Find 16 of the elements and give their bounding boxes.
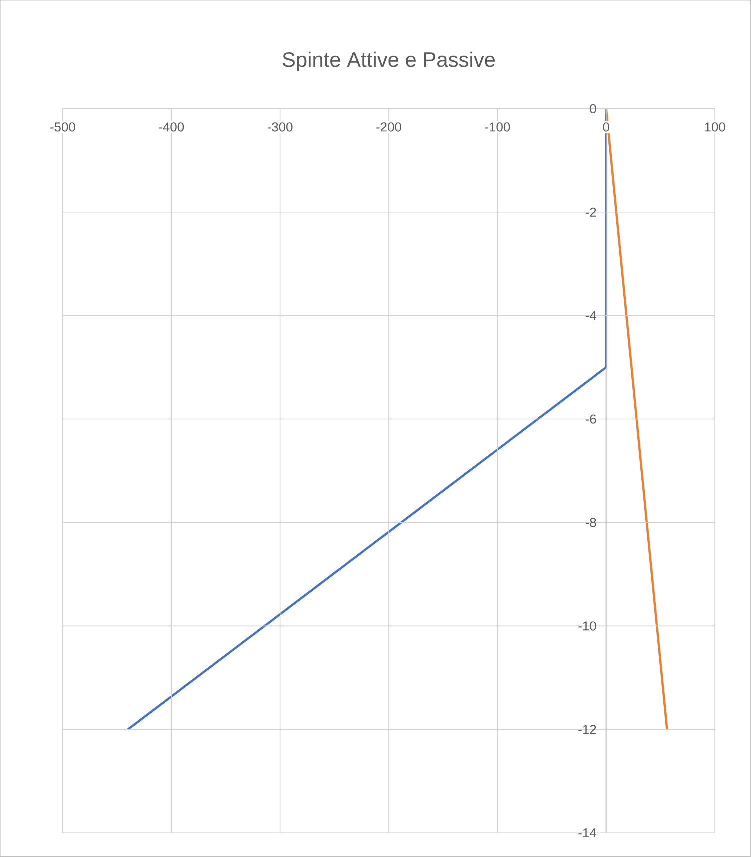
x-tick-label: -400 (159, 122, 184, 132)
x-tick-label: 0 (603, 122, 610, 132)
y-tick-label: -14 (578, 828, 596, 838)
x-tick-label: -100 (485, 122, 510, 132)
chart-title: Spinte Attive e Passive (282, 52, 496, 72)
y-tick-label: -4 (586, 311, 596, 320)
x-tick-label: 100 (705, 122, 726, 132)
x-tick-label: -200 (376, 122, 402, 132)
x-tick-label: -500 (50, 122, 76, 132)
x-tick-label: -300 (268, 122, 293, 132)
y-tick-label: -2 (586, 208, 596, 217)
y-tick-label: -6 (586, 414, 596, 424)
y-tick-label: 0 (590, 104, 596, 114)
y-tick-label: -8 (586, 518, 596, 528)
y-tick-label: -10 (578, 622, 596, 631)
y-tick-label: -12 (578, 725, 596, 734)
